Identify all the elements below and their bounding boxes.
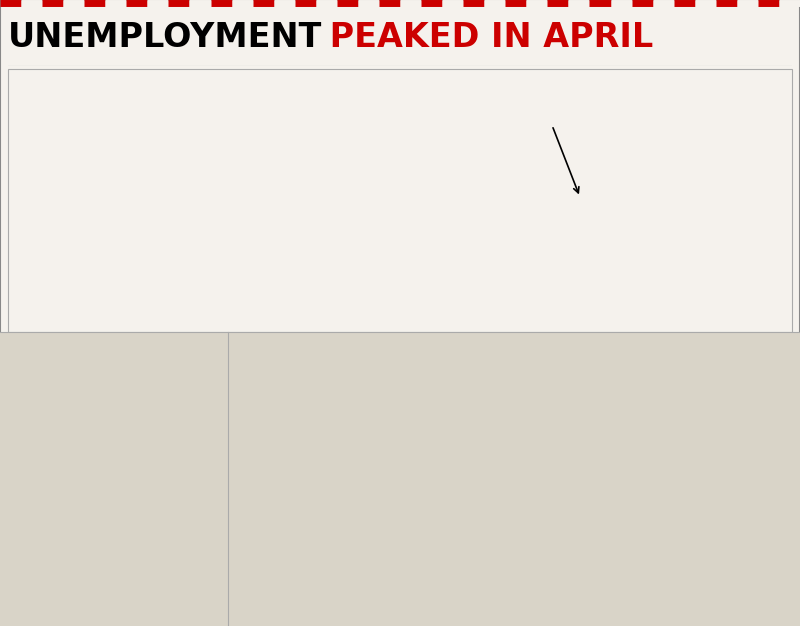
Bar (296, 205, 328, 300)
Text: Dec: Dec (390, 298, 410, 308)
Text: 26.4: 26.4 (36, 179, 61, 189)
Bar (336, 502, 345, 514)
Text: 25.8: 25.8 (475, 182, 500, 192)
Text: Haryana: Haryana (272, 408, 330, 421)
Bar (120, 209, 152, 300)
Text: 5.0: 5.0 (358, 458, 376, 471)
Text: Aug: Aug (214, 298, 234, 308)
Text: Jul: Jul (702, 298, 714, 308)
Text: PEAKED IN APRIL: PEAKED IN APRIL (318, 21, 653, 54)
Text: 43.2%: 43.2% (492, 401, 530, 414)
Text: 2020: 2020 (580, 316, 615, 329)
Text: 33.5%,: 33.5%, (41, 81, 92, 95)
Text: the highest unemployment: the highest unemployment (24, 110, 226, 123)
Bar (648, 190, 680, 300)
Text: 25.1: 25.1 (519, 184, 544, 194)
Bar (336, 545, 370, 557)
Bar (164, 220, 196, 300)
Bar (384, 187, 416, 300)
Text: 33.5: 33.5 (739, 150, 764, 160)
Text: Tamil Nadu: Tamil Nadu (253, 495, 330, 508)
Bar (336, 401, 489, 413)
Text: May: May (81, 298, 103, 308)
Text: 28.7: 28.7 (212, 170, 237, 180)
Text: Apr: Apr (566, 298, 586, 308)
Circle shape (318, 90, 338, 105)
Text: Why the rise in
numbers: Why the rise in numbers (16, 352, 146, 387)
Text: 20.04: 20.04 (340, 205, 372, 215)
Text: 2.6: 2.6 (349, 501, 367, 514)
Bar (336, 445, 604, 457)
Text: Sep: Sep (258, 298, 278, 308)
Text: 19.5: 19.5 (168, 207, 193, 217)
Bar (336, 458, 354, 470)
Text: 43.2: 43.2 (563, 110, 588, 120)
Bar (560, 122, 592, 300)
Text: Jun: Jun (655, 298, 672, 308)
Text: 47.1: 47.1 (506, 531, 532, 544)
Bar (516, 197, 548, 300)
Text: Jan: Jan (436, 298, 452, 308)
Text: 75.8: 75.8 (608, 444, 634, 458)
Text: 9.8: 9.8 (374, 545, 393, 558)
Text: in Haryana (in%): in Haryana (in%) (384, 110, 484, 123)
Text: 29: 29 (613, 168, 626, 178)
Bar (208, 182, 240, 300)
Text: rate in the country: rate in the country (24, 138, 165, 151)
Text: 20.2: 20.2 (256, 205, 280, 215)
Text: 18.3: 18.3 (80, 212, 105, 222)
Text: A big number of jobs
in Haryana come
from sectors such as
retail, hospitality an: A big number of jobs in Haryana come fro… (16, 435, 158, 574)
Bar (252, 217, 284, 300)
Text: Jharkhand: Jharkhand (259, 538, 330, 551)
Bar (604, 181, 636, 300)
Bar (32, 192, 64, 300)
Bar (336, 575, 501, 587)
Text: May: May (609, 298, 631, 308)
Text: Bihar: Bihar (294, 581, 330, 594)
Text: How the unemployment rate changed in 4 months: How the unemployment rate changed in 4 m… (236, 335, 630, 349)
Text: Haryana has: Haryana has (92, 81, 190, 95)
Bar (736, 162, 768, 300)
Text: Aug: Aug (741, 298, 762, 308)
Bar (336, 588, 383, 600)
Bar (428, 217, 460, 300)
Bar (76, 225, 108, 300)
Text: 13.4: 13.4 (387, 588, 413, 601)
Text: 33.5%: 33.5% (458, 414, 495, 428)
Bar (336, 531, 502, 543)
Text: Nov: Nov (346, 298, 366, 308)
Text: Mar: Mar (522, 298, 542, 308)
Text: Jun: Jun (128, 298, 145, 308)
Bar (336, 415, 454, 427)
Text: 2019: 2019 (206, 316, 242, 329)
Bar (472, 194, 504, 300)
Circle shape (350, 90, 370, 105)
Bar (336, 488, 512, 500)
Text: Feb: Feb (478, 298, 498, 308)
Text: Apr: Apr (38, 298, 58, 308)
Text: Jul: Jul (174, 298, 186, 308)
Text: 49.8: 49.8 (516, 488, 542, 501)
Text: 23: 23 (305, 193, 319, 203)
Bar (340, 218, 372, 300)
Text: 27.6: 27.6 (388, 174, 412, 184)
Text: At: At (24, 81, 45, 95)
Text: 20.3: 20.3 (432, 204, 456, 214)
Text: Unemployment rate: Unemployment rate (384, 81, 502, 95)
Text: Oct: Oct (302, 298, 322, 308)
Text: In contrast to Haryana, other states saw a turnaround: In contrast to Haryana, other states saw… (236, 363, 555, 376)
Text: 22.1: 22.1 (124, 197, 149, 207)
Bar (692, 200, 724, 300)
Text: 26.7: 26.7 (651, 178, 676, 188)
Text: 24.2: 24.2 (695, 188, 720, 198)
Text: UNEMPLOYMENT: UNEMPLOYMENT (8, 21, 322, 54)
Text: Puducherry: Puducherry (250, 451, 330, 464)
Text: 46.6: 46.6 (504, 574, 530, 587)
Legend: Apr 2020, Aug 2020: Apr 2020, Aug 2020 (614, 350, 690, 375)
